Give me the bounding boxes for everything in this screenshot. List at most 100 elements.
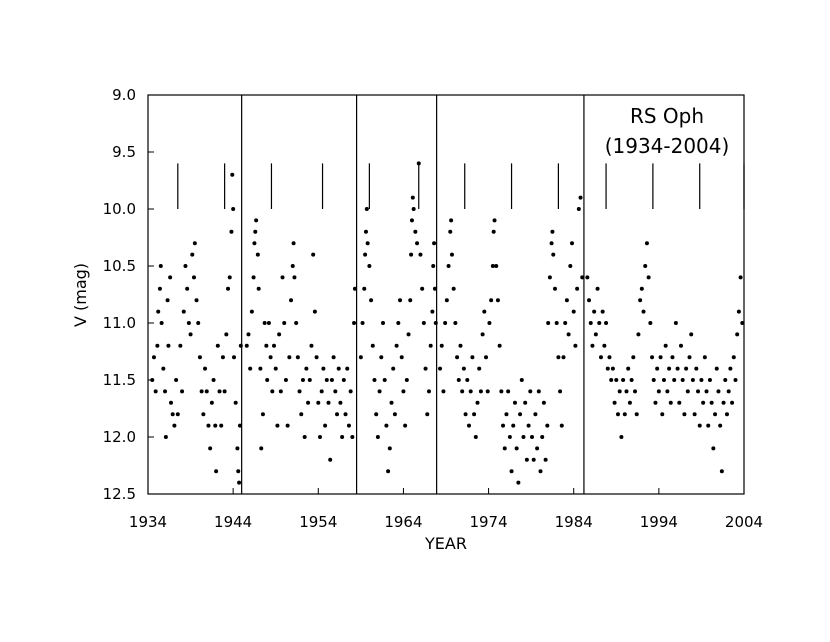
data-point [621,378,626,382]
data-point [592,309,597,314]
data-point [306,400,311,405]
data-point [529,435,534,439]
y-tick-label: 11.0 [103,314,136,332]
data-point [670,355,675,360]
data-point [352,286,357,291]
data-point [224,332,229,337]
data-point [526,423,531,428]
data-point [190,252,195,257]
data-point [214,469,219,474]
data-point [211,378,216,382]
data-point [231,207,236,211]
data-point [655,366,660,371]
data-point [607,355,612,360]
data-point [430,309,435,314]
data-point [285,423,290,428]
data-point [335,412,340,417]
data-point [456,378,461,382]
data-point [453,321,458,325]
data-point [615,412,620,417]
data-point [191,275,196,280]
data-point [719,469,724,474]
data-point [728,366,733,371]
plot-area [147,94,745,495]
data-point [375,435,380,439]
data-point [165,298,170,303]
data-point [588,321,593,325]
x-tick-label: 1974 [469,513,507,531]
data-point [736,309,741,314]
data-point [651,378,656,382]
data-point [576,207,581,211]
data-point [578,195,583,200]
data-point [251,275,256,280]
data-point [443,321,448,325]
data-point [433,321,438,325]
data-point [382,378,387,382]
y-tick-label: 10.0 [103,200,136,218]
data-point [369,298,374,303]
data-point [409,218,414,223]
data-point [199,389,204,394]
data-point [352,321,357,325]
data-point [610,366,615,371]
data-point [410,195,415,200]
data-point [181,309,186,314]
data-point [343,412,348,417]
data-point [300,378,305,382]
data-point [597,321,602,325]
data-point [643,264,648,268]
data-point [273,366,278,371]
data-point [634,412,639,417]
data-point [297,389,302,394]
y-tick-label: 11.5 [103,371,136,389]
data-point [696,389,701,394]
data-point [439,343,444,348]
data-point [502,446,507,451]
data-point [272,343,277,348]
data-point [506,389,511,394]
data-point [638,298,643,303]
data-point [333,389,338,394]
x-tick-label: 1994 [640,513,678,531]
data-point [731,355,736,360]
data-point [244,343,249,348]
data-point [724,412,729,417]
data-point [538,469,543,474]
data-point [561,355,566,360]
data-point [423,366,428,371]
data-point [501,423,506,428]
data-point [519,378,524,382]
data-point [280,275,285,280]
data-point [438,366,443,371]
data-point [163,389,168,394]
data-point [492,218,497,223]
data-point [554,321,559,325]
data-point [545,423,550,428]
data-point [421,321,426,325]
data-point [711,446,716,451]
data-point [151,355,156,360]
data-point [619,435,624,439]
data-point [552,286,557,291]
data-point [231,355,236,360]
data-point [546,321,551,325]
data-point [386,469,391,474]
data-point [609,378,614,382]
data-point [531,457,536,462]
data-point [323,423,328,428]
data-point [399,355,404,360]
data-point [336,366,341,371]
data-point [185,286,190,291]
data-point [252,241,257,246]
x-tick-label: 1954 [299,513,337,531]
data-point [558,389,563,394]
data-point [570,241,575,246]
data-point [626,366,631,371]
data-point [535,446,540,451]
data-point [295,355,300,360]
data-point [396,321,401,325]
data-point [477,366,482,371]
data-point [541,400,546,405]
data-point [514,446,519,451]
